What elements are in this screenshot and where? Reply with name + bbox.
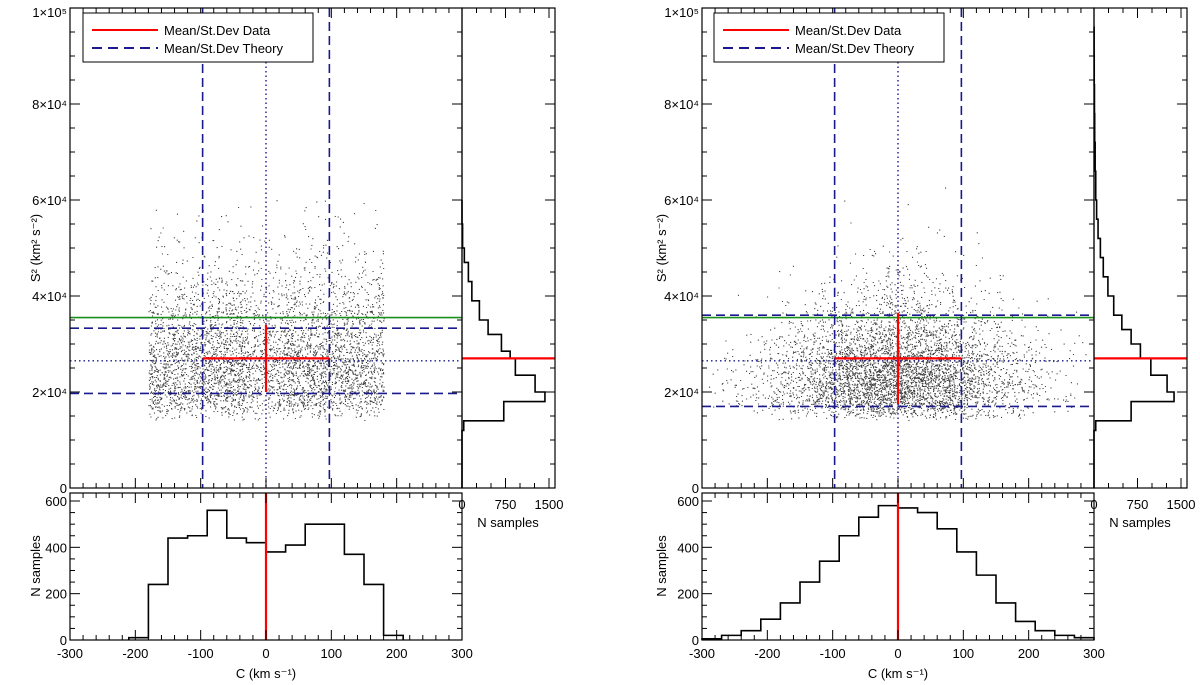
y-tick-label: 6×10⁴ [664, 193, 699, 208]
legend-box [82, 12, 314, 63]
x-tick-label: -100 [820, 646, 846, 661]
histogram-x-right [701, 493, 1095, 640]
x-axis-label: C (km s⁻¹) [236, 666, 296, 681]
panel-left: -300 -200 -100 0 100 200 300 0 2×10⁴ 4×10⁴ 6×10⁴ 8×… [28, 5, 563, 681]
y-tick-label: 0 [60, 481, 67, 496]
histy-x-tick-label: 1500 [535, 497, 564, 512]
scatter-dots [708, 187, 1087, 421]
histx-y-tick-label: 200 [45, 587, 67, 602]
y-axis-label: S² (km² s⁻²) [28, 214, 43, 282]
histogram-y-frame [461, 7, 556, 489]
legend-theory-label: Mean/St.Dev Theory [795, 41, 914, 56]
overlay-lines-left [70, 8, 462, 488]
x-tick-label: 200 [386, 646, 408, 661]
legend-right: Mean/St.Dev Data Mean/St.Dev Theory [713, 12, 945, 63]
histogram-y-steps [1093, 26, 1175, 488]
histx-y-tick-label: 0 [60, 633, 67, 648]
x-tick-label: 100 [952, 646, 974, 661]
axes-left: -300 -200 -100 0 100 200 300 0 2×10⁴ 4×10⁴ 6×10⁴ 8×… [32, 5, 563, 661]
histogram-y-steps [461, 200, 546, 488]
scatter-dots [148, 200, 385, 422]
histogram-y-left [461, 200, 555, 488]
histogram-y-right [1093, 26, 1187, 488]
legend-data-label: Mean/St.Dev Data [795, 23, 902, 38]
histy-x-tick-label: 750 [1127, 497, 1149, 512]
y-tick-label: 2×10⁴ [664, 385, 699, 400]
x-tick-label: 0 [262, 646, 269, 661]
histx-y-tick-label: 600 [45, 494, 67, 509]
x-tick-label: 300 [1083, 646, 1105, 661]
histogram-y-frame [1093, 7, 1188, 489]
panel-right: -300 -200 -100 0 100 200 300 0 2×10⁴ 4×10⁴ 6×10⁴ 8×… [654, 5, 1195, 681]
histy-x-tick-label: 1500 [1167, 497, 1196, 512]
legend-theory-label: Mean/St.Dev Theory [164, 41, 283, 56]
x-tick-label: 100 [320, 646, 342, 661]
y-tick-label: 6×10⁴ [32, 193, 67, 208]
histy-x-tick-label: 0 [458, 497, 465, 512]
legend-left: Mean/St.Dev Data Mean/St.Dev Theory [82, 12, 314, 63]
scatter-points-left [148, 200, 385, 422]
histx-y-tick-label: 600 [677, 494, 699, 509]
x-axis-label: C (km s⁻¹) [868, 666, 928, 681]
overlay-lines-right [702, 8, 1094, 488]
y-tick-label: 1×10⁵ [664, 5, 699, 20]
legend-box [713, 12, 945, 63]
x-tick-label: -200 [122, 646, 148, 661]
legend-data-label: Mean/St.Dev Data [164, 23, 271, 38]
x-tick-label: 200 [1018, 646, 1040, 661]
histx-y-tick-label: 0 [692, 633, 699, 648]
x-tick-label: -100 [188, 646, 214, 661]
scatter-points-right [708, 187, 1087, 421]
axes-right: -300 -200 -100 0 100 200 300 0 2×10⁴ 4×10⁴ 6×10⁴ 8×… [664, 5, 1195, 661]
y-tick-label: 0 [692, 481, 699, 496]
histy-x-tick-label: 0 [1090, 497, 1097, 512]
histogram-x-left [128, 493, 404, 640]
histx-y-tick-label: 200 [677, 587, 699, 602]
y-axis-label: S² (km² s⁻²) [654, 214, 669, 282]
x-tick-label: -200 [754, 646, 780, 661]
y-tick-label: 8×10⁴ [32, 97, 67, 112]
y-tick-label: 8×10⁴ [664, 97, 699, 112]
histx-y-axis-label: N samples [28, 535, 43, 597]
y-tick-label: 4×10⁴ [32, 289, 67, 304]
x-tick-label: 300 [451, 646, 473, 661]
y-tick-label: 4×10⁴ [664, 289, 699, 304]
x-tick-label: 0 [894, 646, 901, 661]
y-tick-label: 1×10⁵ [32, 5, 67, 20]
histy-x-axis-label: N samples [1109, 515, 1171, 530]
histy-x-tick-label: 750 [495, 497, 517, 512]
x-tick-label: -300 [689, 646, 715, 661]
x-tick-label: -300 [57, 646, 83, 661]
histx-y-tick-label: 400 [677, 540, 699, 555]
histx-y-tick-label: 400 [45, 540, 67, 555]
histx-y-axis-label: N samples [654, 535, 669, 597]
y-tick-label: 2×10⁴ [32, 385, 67, 400]
histy-x-axis-label: N samples [477, 515, 539, 530]
